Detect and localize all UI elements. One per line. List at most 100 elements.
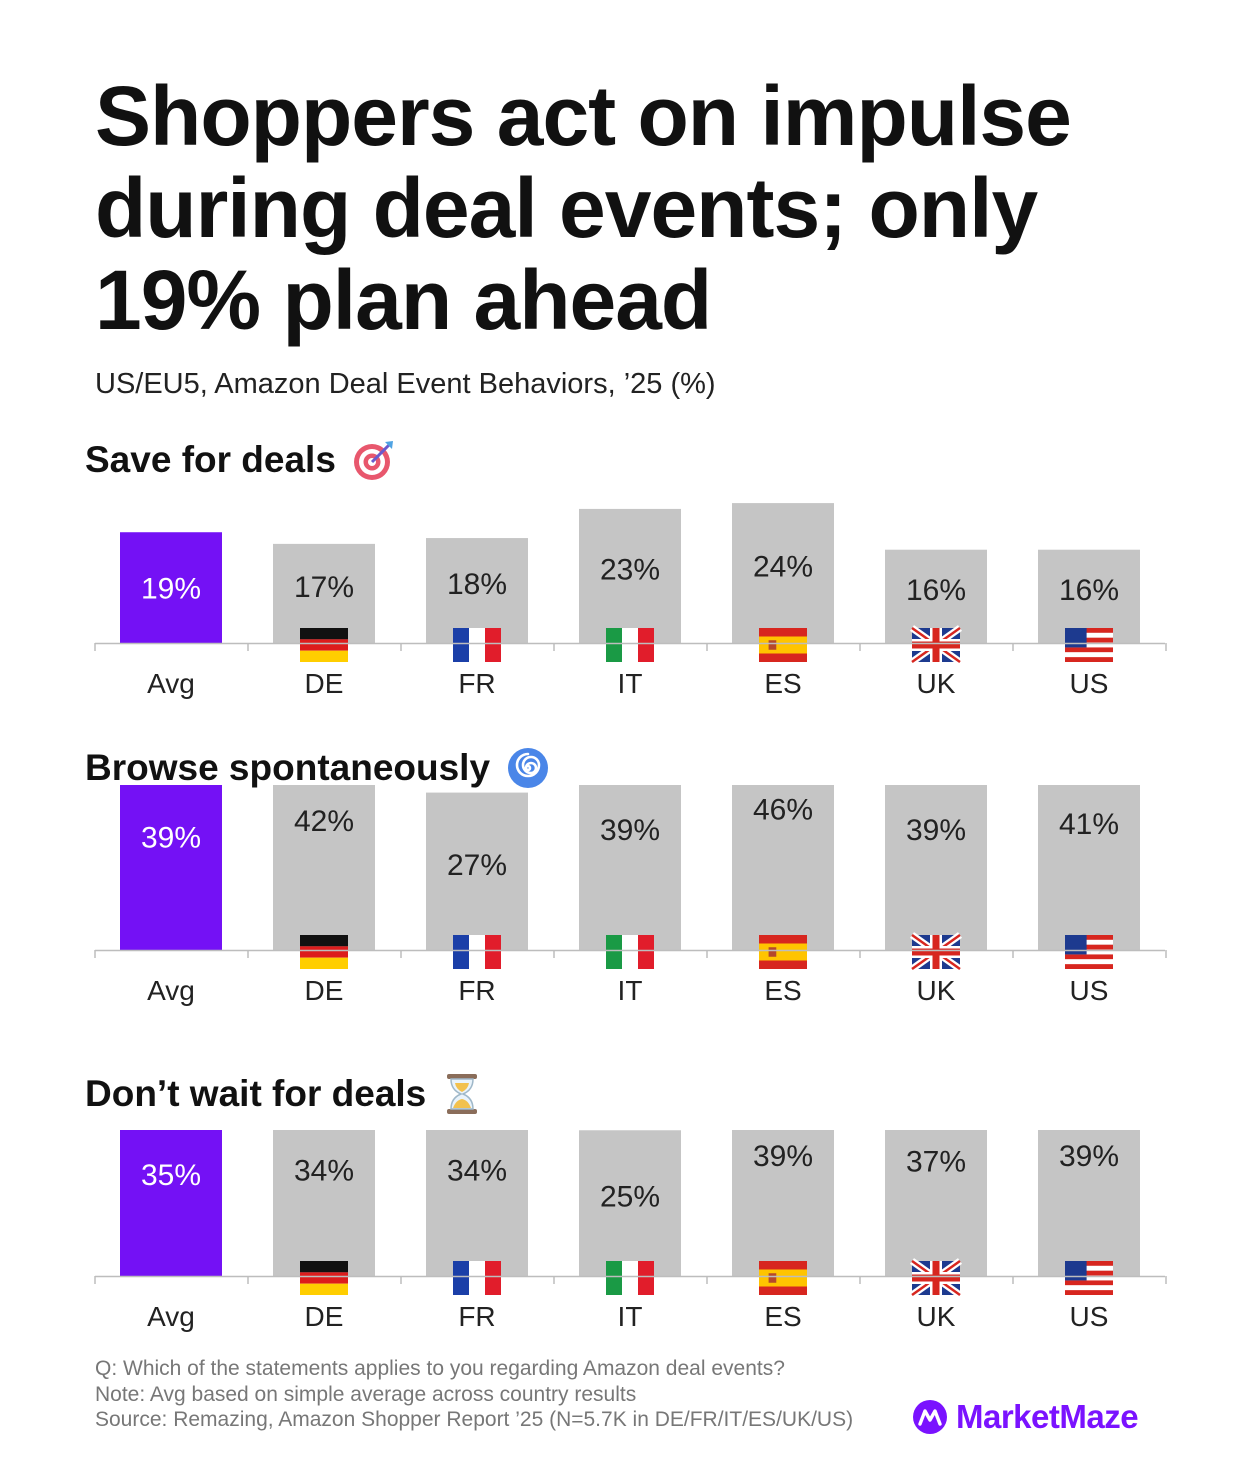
data-label: 24% bbox=[753, 551, 813, 584]
spain-flag-icon bbox=[759, 1261, 807, 1295]
bar-fr bbox=[426, 538, 528, 643]
category-label: DE bbox=[305, 975, 344, 1006]
spiral-icon bbox=[508, 748, 549, 788]
panel-title-text: Browse spontaneously bbox=[85, 747, 491, 788]
data-label: 16% bbox=[1059, 574, 1119, 607]
bar-chart-dont-wait-for-deals: 35% 34% 34% 25% 39% 37% 39% Avg DE FR IT ES UK US bbox=[94, 1130, 1167, 1332]
bar-de bbox=[273, 1130, 375, 1276]
category-label: DE bbox=[305, 668, 344, 699]
uk-flag-icon bbox=[909, 1258, 963, 1298]
category-label: IT bbox=[618, 1301, 643, 1332]
data-label: 39% bbox=[141, 821, 201, 854]
brand-name: MarketMaze bbox=[956, 1398, 1139, 1435]
italy-flag-icon bbox=[606, 628, 654, 662]
category-label: FR bbox=[458, 975, 495, 1006]
footer-notes: Q: Which of the statements applies to yo… bbox=[95, 1356, 853, 1433]
category-label: FR bbox=[458, 668, 495, 699]
category-label: DE bbox=[305, 1301, 344, 1332]
panel-title-dont-wait-for-deals: Don’t wait for deals bbox=[85, 1072, 482, 1116]
data-label: 23% bbox=[600, 553, 660, 586]
usa-flag-icon bbox=[1065, 628, 1113, 662]
category-label: IT bbox=[618, 975, 643, 1006]
data-label: 42% bbox=[294, 805, 354, 838]
bar-de bbox=[273, 543, 375, 643]
data-label: 16% bbox=[906, 574, 966, 607]
bar-uk bbox=[885, 1130, 987, 1276]
uk-flag-icon bbox=[909, 932, 963, 972]
chart-title: Shoppers act on impulse during deal even… bbox=[95, 69, 1072, 347]
data-label: 35% bbox=[141, 1159, 201, 1192]
france-flag-icon bbox=[453, 935, 501, 969]
bar-it bbox=[579, 1130, 681, 1276]
france-flag-icon bbox=[453, 628, 501, 662]
uk-flag-icon bbox=[909, 625, 963, 665]
category-label: US bbox=[1070, 975, 1109, 1006]
bar-it bbox=[579, 508, 681, 643]
bar-es bbox=[732, 785, 834, 950]
italy-flag-icon bbox=[606, 1261, 654, 1295]
germany-flag-icon bbox=[300, 935, 348, 969]
category-label: UK bbox=[917, 1301, 956, 1332]
bar-fr bbox=[426, 1130, 528, 1276]
spain-flag-icon bbox=[759, 628, 807, 662]
category-label: IT bbox=[618, 668, 643, 699]
category-label: UK bbox=[917, 975, 956, 1006]
bar-chart-browse-spontaneously: 39% 42% 27% 39% 46% 39% 41% Avg DE FR IT ES UK US bbox=[94, 785, 1167, 1006]
brand-logo: MarketMaze bbox=[912, 1398, 1139, 1436]
category-label: UK bbox=[917, 668, 956, 699]
category-label: Avg bbox=[147, 1301, 195, 1332]
germany-flag-icon bbox=[300, 628, 348, 662]
usa-flag-icon bbox=[1065, 935, 1113, 969]
bar-chart-save-for-deals: 19% 17% 18% 23% 24% 16% 16% Avg DE FR IT ES UK US bbox=[94, 503, 1167, 699]
data-label: 27% bbox=[447, 849, 507, 882]
category-label: Avg bbox=[147, 975, 195, 1006]
bar-us bbox=[1038, 1130, 1140, 1276]
panel-title-save-for-deals: Save for deals bbox=[85, 438, 396, 482]
data-label: 25% bbox=[600, 1181, 660, 1214]
chart-subtitle: US/EU5, Amazon Deal Event Behaviors, ’25… bbox=[95, 368, 716, 400]
bar-it bbox=[579, 785, 681, 950]
france-flag-icon bbox=[453, 1261, 501, 1295]
target-dart-icon bbox=[353, 441, 393, 480]
data-label: 46% bbox=[753, 793, 813, 826]
footer-question: Q: Which of the statements applies to yo… bbox=[95, 1357, 785, 1380]
footer-note: Note: Avg based on simple average across… bbox=[95, 1382, 637, 1406]
bar-de bbox=[273, 785, 375, 950]
data-label: 34% bbox=[447, 1154, 507, 1187]
panel-title-text: Save for deals bbox=[85, 439, 336, 480]
bar-avg bbox=[120, 1130, 222, 1276]
data-label: 37% bbox=[906, 1146, 966, 1179]
bar-avg bbox=[120, 785, 222, 950]
category-label: FR bbox=[458, 1301, 495, 1332]
bar-avg bbox=[120, 532, 222, 643]
data-label: 34% bbox=[294, 1154, 354, 1187]
hourglass-icon bbox=[447, 1074, 478, 1114]
category-label: Avg bbox=[147, 668, 195, 699]
panel-title-text: Don’t wait for deals bbox=[85, 1073, 427, 1114]
bar-us bbox=[1038, 549, 1140, 643]
data-label: 19% bbox=[141, 573, 201, 606]
spain-flag-icon bbox=[759, 935, 807, 969]
data-label: 39% bbox=[753, 1140, 813, 1173]
data-label: 39% bbox=[600, 814, 660, 847]
category-label: US bbox=[1070, 1301, 1109, 1332]
data-label: 18% bbox=[447, 568, 507, 601]
category-label: ES bbox=[764, 1301, 801, 1332]
category-label: ES bbox=[764, 975, 801, 1006]
bar-fr bbox=[426, 792, 528, 950]
panel-title-browse-spontaneously: Browse spontaneously bbox=[85, 746, 550, 790]
bar-es bbox=[732, 1130, 834, 1276]
bar-us bbox=[1038, 785, 1140, 950]
marketmaze-logo-icon bbox=[913, 1400, 947, 1434]
data-label: 41% bbox=[1059, 808, 1119, 841]
bar-es bbox=[732, 503, 834, 643]
italy-flag-icon bbox=[606, 935, 654, 969]
bar-uk bbox=[885, 549, 987, 643]
category-label: ES bbox=[764, 668, 801, 699]
category-label: US bbox=[1070, 668, 1109, 699]
bar-uk bbox=[885, 785, 987, 950]
data-label: 17% bbox=[294, 571, 354, 604]
data-label: 39% bbox=[1059, 1140, 1119, 1173]
footer-source: Source: Remazing, Amazon Shopper Report … bbox=[95, 1408, 854, 1431]
germany-flag-icon bbox=[300, 1261, 348, 1295]
